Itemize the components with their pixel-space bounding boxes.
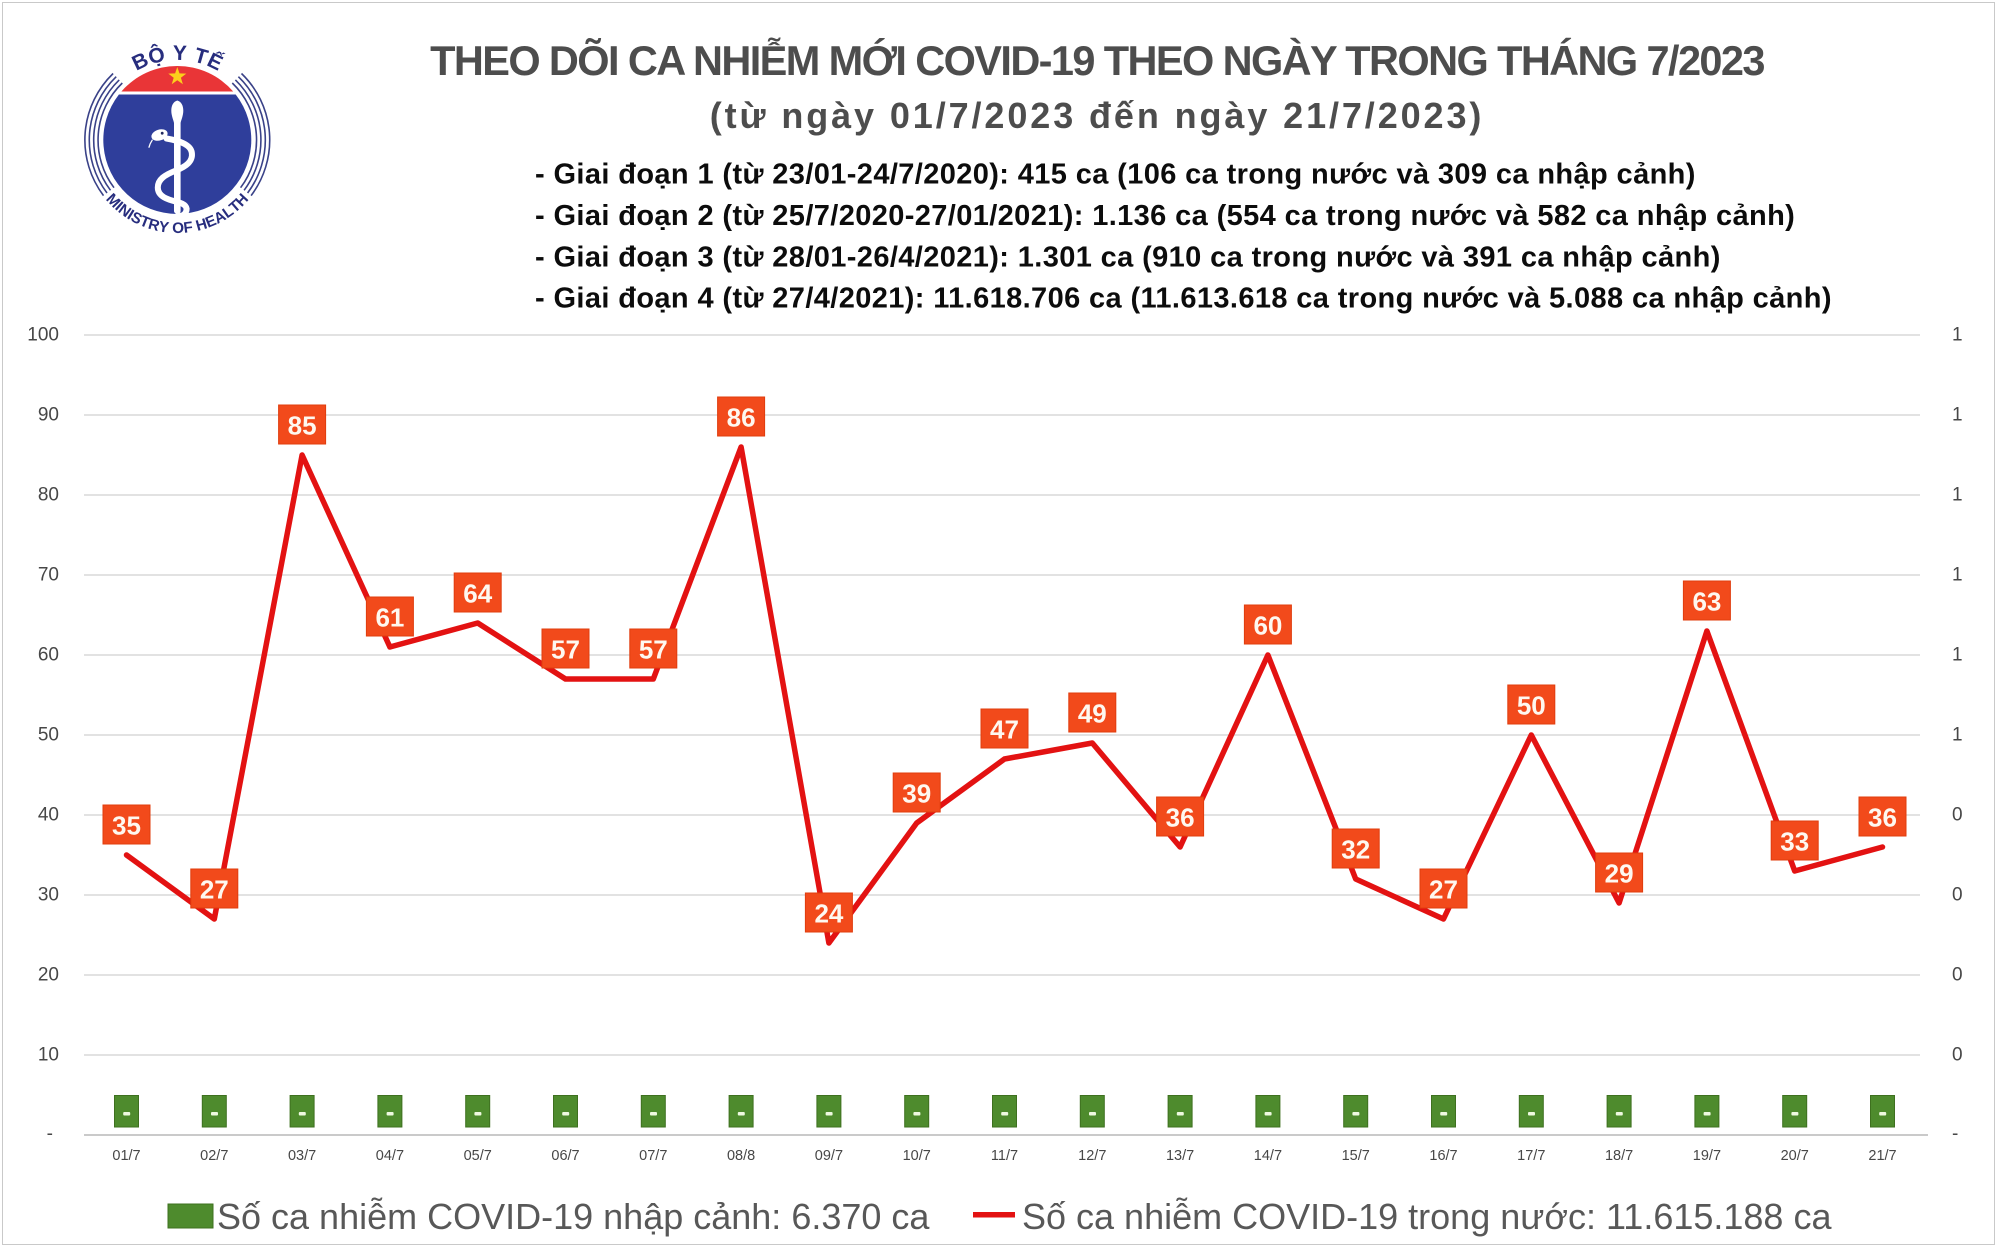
- svg-text:18/7: 18/7: [1605, 1148, 1633, 1164]
- svg-text:85: 85: [288, 411, 317, 441]
- svg-text:12/7: 12/7: [1078, 1148, 1106, 1164]
- svg-text:86: 86: [727, 403, 756, 433]
- svg-text:- Giai đoạn 3 (từ 28/01-26/4/2: - Giai đoạn 3 (từ 28/01-26/4/2021): 1.30…: [535, 241, 1721, 273]
- svg-text:Số ca nhiễm COVID-19 trong nướ: Số ca nhiễm COVID-19 trong nước: 11.615.…: [1022, 1196, 1832, 1237]
- svg-text:Ộ: Ộ: [146, 42, 168, 69]
- svg-text:35: 35: [112, 811, 141, 841]
- svg-text:70: 70: [38, 565, 59, 586]
- svg-text:64: 64: [463, 579, 492, 609]
- svg-text:05/7: 05/7: [464, 1148, 492, 1164]
- svg-text:R: R: [146, 216, 161, 235]
- svg-text:1: 1: [1952, 565, 1963, 586]
- svg-text:10/7: 10/7: [903, 1148, 931, 1164]
- svg-text:Y: Y: [157, 218, 170, 236]
- svg-text:02/7: 02/7: [200, 1148, 228, 1164]
- svg-text:07/7: 07/7: [639, 1148, 667, 1164]
- svg-text:40: 40: [38, 805, 59, 826]
- svg-text:63: 63: [1692, 587, 1721, 617]
- svg-text:10: 10: [38, 1045, 59, 1066]
- svg-text:60: 60: [38, 645, 59, 666]
- svg-text:14/7: 14/7: [1254, 1148, 1282, 1164]
- svg-text:0: 0: [1952, 1045, 1963, 1066]
- svg-text:03/7: 03/7: [288, 1148, 316, 1164]
- svg-text:50: 50: [1517, 691, 1546, 721]
- svg-text:01/7: 01/7: [112, 1148, 140, 1164]
- svg-text:1: 1: [1952, 485, 1963, 506]
- svg-text:36: 36: [1166, 803, 1195, 833]
- svg-text:57: 57: [551, 635, 580, 665]
- svg-text:- Giai đoạn 4 (từ 27/4/2021):: - Giai đoạn 4 (từ 27/4/2021): 11.618.706…: [535, 283, 1832, 315]
- svg-text:20: 20: [38, 965, 59, 986]
- svg-text:THEO DÕI CA NHIỄM MỚI COVID-19: THEO DÕI CA NHIỄM MỚI COVID-19 THEO NGÀY…: [430, 37, 1764, 84]
- svg-text:50: 50: [38, 725, 59, 746]
- svg-text:27: 27: [1429, 875, 1458, 905]
- svg-text:57: 57: [639, 635, 668, 665]
- svg-text:100: 100: [27, 325, 59, 346]
- svg-text:21/7: 21/7: [1868, 1148, 1896, 1164]
- svg-text:H: H: [194, 215, 209, 234]
- svg-text:09/7: 09/7: [815, 1148, 843, 1164]
- svg-text:-: -: [1952, 1124, 1958, 1145]
- svg-text:(từ ngày 01/7/2023 đến ngày 21: (từ ngày 01/7/2023 đến ngày 21/7/2023): [710, 95, 1485, 136]
- svg-text:- Giai đoạn 1 (từ 23/01-24/7/2: - Giai đoạn 1 (từ 23/01-24/7/2020): 415 …: [535, 159, 1696, 191]
- svg-text:30: 30: [38, 885, 59, 906]
- svg-text:60: 60: [1253, 611, 1282, 641]
- svg-text:0: 0: [1952, 965, 1963, 986]
- svg-text:08/8: 08/8: [727, 1148, 755, 1164]
- svg-text:1: 1: [1952, 325, 1963, 346]
- svg-text:47: 47: [990, 715, 1019, 745]
- svg-text:- Giai đoạn 2 (từ 25/7/2020-27: - Giai đoạn 2 (từ 25/7/2020-27/01/2021):…: [535, 200, 1795, 232]
- svg-text:29: 29: [1605, 859, 1634, 889]
- svg-text:1: 1: [1952, 405, 1963, 426]
- svg-text:F: F: [182, 219, 193, 237]
- svg-text:04/7: 04/7: [376, 1148, 404, 1164]
- svg-text:24: 24: [814, 899, 843, 929]
- svg-text:27: 27: [200, 875, 229, 905]
- svg-text:33: 33: [1780, 827, 1809, 857]
- svg-text:16/7: 16/7: [1429, 1148, 1457, 1164]
- svg-text:49: 49: [1078, 699, 1107, 729]
- svg-text:32: 32: [1341, 835, 1370, 865]
- svg-text:61: 61: [375, 603, 404, 633]
- svg-text:19/7: 19/7: [1693, 1148, 1721, 1164]
- svg-text:36: 36: [1868, 803, 1897, 833]
- svg-text:0: 0: [1952, 885, 1963, 906]
- svg-text:0: 0: [1952, 805, 1963, 826]
- svg-text:Số ca nhiễm COVID-19 nhập cảnh: Số ca nhiễm COVID-19 nhập cảnh: 6.370 ca: [217, 1196, 930, 1237]
- svg-text:T: T: [192, 44, 211, 70]
- svg-text:13/7: 13/7: [1166, 1148, 1194, 1164]
- svg-text:1: 1: [1952, 645, 1963, 666]
- svg-text:15/7: 15/7: [1342, 1148, 1370, 1164]
- svg-text:80: 80: [38, 485, 59, 506]
- svg-text:39: 39: [902, 779, 931, 809]
- svg-text:17/7: 17/7: [1517, 1148, 1545, 1164]
- svg-text:-: -: [47, 1124, 53, 1145]
- svg-text:06/7: 06/7: [551, 1148, 579, 1164]
- svg-text:Y: Y: [172, 42, 187, 65]
- svg-text:90: 90: [38, 405, 59, 426]
- svg-text:O: O: [172, 220, 184, 237]
- svg-text:11/7: 11/7: [991, 1148, 1018, 1164]
- svg-text:20/7: 20/7: [1781, 1148, 1809, 1164]
- svg-text:1: 1: [1952, 725, 1963, 746]
